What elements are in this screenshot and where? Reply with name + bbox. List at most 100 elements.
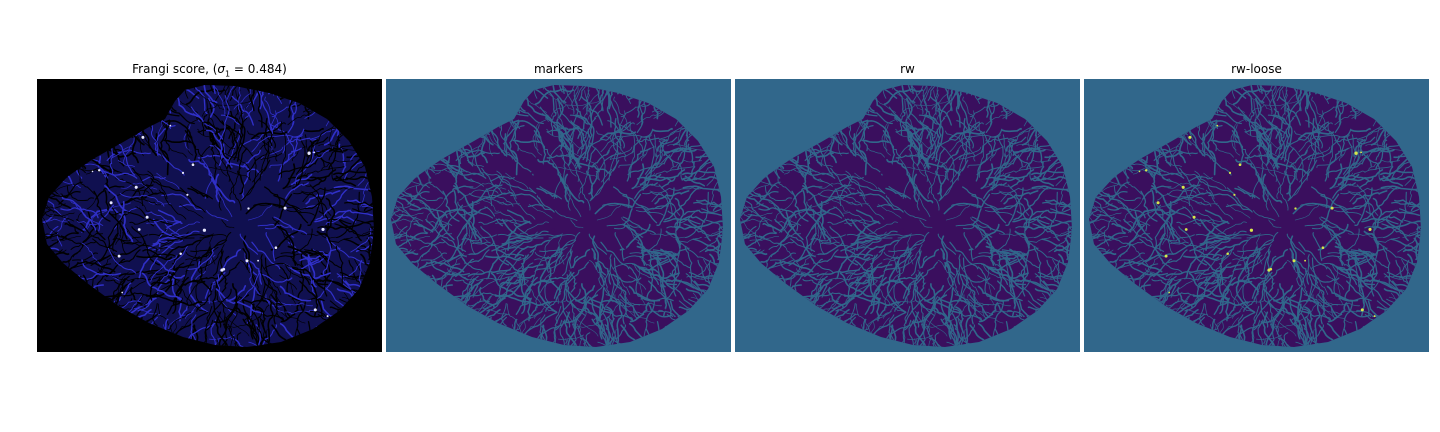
vein-stroke [935, 270, 959, 303]
vein-stroke [1013, 279, 1031, 300]
vein-stroke [1286, 233, 1306, 255]
vein-stroke [997, 280, 1023, 317]
vein-stroke [595, 315, 603, 340]
vein-stroke [151, 245, 177, 251]
vein-stroke [940, 248, 949, 270]
vein-stroke [315, 186, 351, 221]
speck [470, 291, 473, 294]
vein-stroke [882, 130, 896, 166]
vein-stroke [755, 192, 795, 231]
vein-stroke [316, 230, 333, 246]
vein-stroke [399, 183, 424, 194]
vein-stroke [147, 271, 175, 275]
vein-stroke [923, 128, 939, 167]
vein-stroke [663, 215, 706, 223]
vein-stroke [269, 123, 295, 157]
vein-stroke [1321, 252, 1376, 260]
vein-stroke [1246, 246, 1260, 293]
vein-stroke [1050, 205, 1072, 213]
vein-stroke [510, 119, 542, 139]
vein-stroke [829, 197, 848, 212]
vein-stroke [474, 191, 514, 203]
vein-stroke [1254, 288, 1279, 324]
vein-stroke [561, 248, 572, 277]
vein-stroke [489, 280, 529, 307]
vein-stroke [575, 171, 591, 211]
vein-stroke [1399, 205, 1421, 213]
vein-stroke [140, 135, 165, 160]
vein-stroke [945, 130, 976, 162]
vein-stroke [164, 223, 200, 237]
speck [1011, 151, 1014, 154]
vein-stroke [1356, 184, 1371, 217]
vein-stroke [361, 205, 374, 225]
vein-stroke [957, 318, 968, 347]
vein-stroke [588, 107, 593, 136]
vein-stroke [1188, 176, 1213, 182]
speck [458, 201, 462, 205]
speck [494, 215, 498, 219]
vein-stroke [171, 248, 187, 286]
vein-stroke [1339, 149, 1360, 189]
vein-stroke [216, 153, 251, 181]
vein-stroke [660, 175, 676, 189]
vein-stroke [945, 168, 961, 196]
vein-stroke [652, 166, 694, 177]
vein-stroke [1151, 190, 1175, 240]
vein-stroke [307, 127, 338, 159]
vein-stroke [503, 133, 519, 176]
vein-stroke [226, 85, 251, 100]
vein-stroke [1013, 150, 1032, 181]
vein-stroke [491, 249, 525, 257]
vein-stroke [884, 282, 902, 309]
vein-stroke [253, 203, 302, 213]
vein-stroke [247, 204, 273, 221]
vein-stroke [156, 172, 180, 190]
vein-stroke [913, 280, 941, 315]
vein-stroke [263, 122, 286, 172]
vein-stroke [196, 92, 226, 112]
vein-stroke [608, 254, 615, 303]
vein-stroke [66, 185, 94, 202]
vein-stroke [913, 339, 926, 347]
vein-stroke [913, 288, 963, 315]
vein-stroke [854, 259, 874, 273]
vein-stroke [1199, 236, 1227, 245]
vein-stroke [1362, 279, 1380, 300]
vein-stroke [303, 253, 328, 281]
vein-stroke [483, 130, 493, 157]
vein-stroke [847, 277, 859, 301]
vein-stroke [1253, 100, 1266, 134]
vein-stroke [539, 106, 573, 140]
vein-stroke [843, 268, 875, 298]
vein-stroke [161, 193, 195, 207]
vein-stroke [123, 274, 154, 298]
vein-stroke [1357, 250, 1378, 297]
vein-stroke [1199, 218, 1231, 240]
vein-stroke [937, 259, 956, 283]
speck [877, 252, 880, 255]
vein-stroke [1201, 133, 1217, 176]
vein-stroke [170, 221, 200, 236]
vein-stroke [1053, 227, 1072, 238]
vein-stroke [1320, 194, 1356, 224]
vein-stroke [1058, 178, 1069, 207]
vein-stroke [1089, 209, 1098, 226]
vein-stroke [883, 118, 897, 156]
vein-stroke [1317, 223, 1349, 251]
vein-stroke [1281, 336, 1313, 347]
vein-stroke [1203, 259, 1223, 273]
vein-stroke [908, 319, 916, 347]
vein-stroke [1206, 244, 1236, 282]
vein-stroke [498, 277, 510, 301]
vein-stroke [850, 231, 887, 257]
speck [1354, 151, 1358, 155]
vein-stroke [71, 252, 99, 261]
vein-stroke [1266, 248, 1289, 272]
vein-stroke [1253, 210, 1276, 221]
vein-stroke [239, 121, 282, 148]
vein-stroke [514, 311, 543, 334]
vein-stroke [1318, 298, 1360, 307]
vein-stroke [279, 285, 312, 302]
vein-stroke [623, 252, 678, 260]
